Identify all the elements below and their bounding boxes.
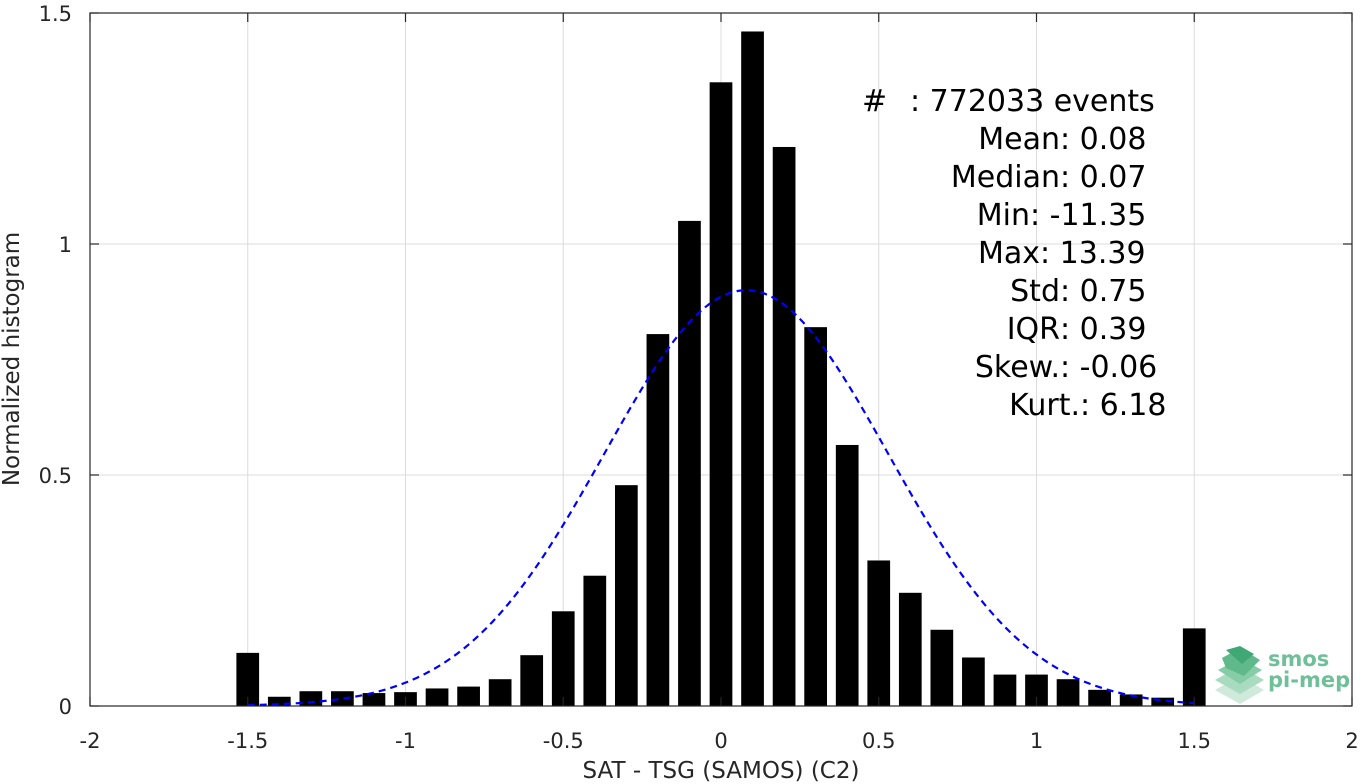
stats-std-label: Std bbox=[1010, 274, 1060, 309]
histogram-bar bbox=[835, 444, 859, 706]
histogram-bar bbox=[867, 560, 891, 706]
x-tick-label: 2 bbox=[1345, 729, 1358, 753]
stats-median-value: : 0.07 bbox=[1060, 160, 1146, 195]
stats-mean-label: Mean bbox=[978, 122, 1060, 157]
y-tick-label: 0.5 bbox=[39, 464, 72, 488]
histogram-bar bbox=[425, 688, 449, 706]
stats-std-value: : 0.75 bbox=[1060, 274, 1146, 309]
stats-min-value: : -11.35 bbox=[1030, 198, 1146, 233]
histogram-bar bbox=[804, 327, 828, 706]
histogram-bar bbox=[236, 652, 260, 706]
histogram-bar bbox=[1025, 674, 1048, 706]
stats-box: # : 772033 events Mean : 0.08 Median : 0… bbox=[862, 84, 1166, 423]
y-tick-labels: 0 0.5 1 1.5 bbox=[39, 2, 72, 719]
histogram-bar bbox=[678, 220, 701, 706]
histogram-bar bbox=[299, 691, 323, 706]
histogram-bar bbox=[1088, 689, 1111, 706]
x-tick-label: 1 bbox=[1030, 729, 1043, 753]
x-tick-label: 1.5 bbox=[1178, 729, 1211, 753]
histogram-bar bbox=[457, 686, 480, 706]
stats-skew-label: Skew. bbox=[975, 350, 1060, 385]
stats-mean-value: : 0.08 bbox=[1060, 122, 1146, 157]
x-tick-label: -2 bbox=[80, 729, 101, 753]
histogram-bar bbox=[614, 485, 638, 706]
stats-iqr-value: : 0.39 bbox=[1060, 312, 1146, 347]
histogram-bar bbox=[1182, 628, 1206, 706]
stats-min-label: Min bbox=[977, 198, 1030, 233]
stats-count-label: # bbox=[862, 84, 887, 119]
gaussian-fit-curve bbox=[247, 289, 1195, 707]
histogram-bar bbox=[646, 334, 670, 706]
histogram-bar bbox=[331, 691, 354, 706]
histogram-bar bbox=[930, 629, 954, 706]
histogram-bar bbox=[1056, 679, 1080, 706]
histogram-bar bbox=[741, 31, 764, 707]
logo-text-pi-mep: pi-mep bbox=[1268, 668, 1350, 692]
stats-count-value: : 772033 events bbox=[910, 84, 1155, 119]
histogram-bar bbox=[520, 655, 544, 706]
stats-kurt-value: : 6.18 bbox=[1080, 388, 1166, 423]
histogram-bar bbox=[1151, 697, 1175, 706]
histogram-bars bbox=[236, 31, 1206, 707]
histogram-bar bbox=[1119, 694, 1143, 706]
smos-pi-mep-logo: smos pi-mep bbox=[1215, 646, 1350, 704]
stats-median-label: Median bbox=[951, 160, 1060, 195]
x-tick-label: -0.5 bbox=[543, 729, 584, 753]
logo-text-smos: smos bbox=[1268, 647, 1329, 671]
y-tick-label: 1.5 bbox=[39, 2, 72, 26]
stats-skew-value: : -0.06 bbox=[1060, 350, 1157, 385]
histogram-bar bbox=[551, 611, 575, 706]
y-tick-label: 1 bbox=[59, 233, 72, 257]
stats-max-value: : 13.39 bbox=[1040, 236, 1146, 271]
y-axis-label: Normalized histogram bbox=[0, 232, 25, 486]
histogram-bar bbox=[362, 693, 386, 706]
x-tick-label: -1.5 bbox=[227, 729, 268, 753]
stats-iqr-label: IQR bbox=[1007, 312, 1060, 347]
logo-layers-icon bbox=[1215, 646, 1264, 704]
x-tick-label: 0 bbox=[714, 729, 727, 753]
stats-kurt-label: Kurt. bbox=[1009, 388, 1080, 423]
x-tick-labels: -2 -1.5 -1 -0.5 0 0.5 1 1.5 2 bbox=[80, 729, 1359, 753]
histogram-bar bbox=[267, 696, 291, 706]
stats-max-label: Max bbox=[978, 236, 1040, 271]
histogram-bar bbox=[772, 146, 796, 707]
histogram-bar bbox=[993, 674, 1017, 706]
histogram-bar bbox=[709, 82, 733, 707]
y-tick-label: 0 bbox=[59, 695, 72, 719]
histogram-bar bbox=[583, 575, 607, 706]
histogram-bar bbox=[488, 679, 512, 706]
axis-ticks bbox=[89, 12, 1353, 707]
x-tick-label: -1 bbox=[395, 729, 416, 753]
histogram-bar bbox=[962, 657, 985, 706]
histogram-bar bbox=[898, 592, 922, 706]
x-axis-label: SAT - TSG (SAMOS) (C2) bbox=[583, 758, 860, 784]
x-tick-label: 0.5 bbox=[862, 729, 895, 753]
